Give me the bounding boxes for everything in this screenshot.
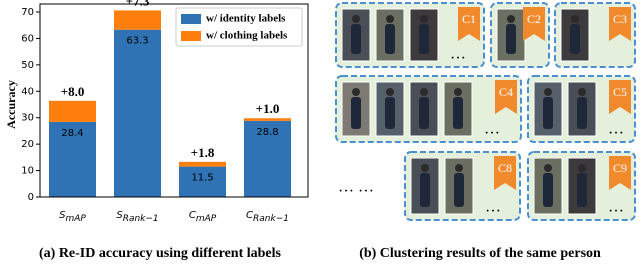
y-tick-label: 0 [28,192,34,203]
person-head [386,88,394,96]
more-ellipsis: … [450,46,466,63]
cluster-label: C8 [498,161,512,175]
person-head [571,15,579,23]
person-body [543,97,553,129]
person-head [352,15,360,23]
more-ellipsis: … [608,121,624,138]
y-tick-label: 20 [21,139,34,150]
person-head [578,88,586,96]
person-body [543,173,553,207]
person-head [420,88,428,96]
person-head [578,164,586,172]
caption-a: (a) Re-ID accuracy using different label… [39,246,282,261]
legend-swatch [181,31,201,41]
person-head [421,164,429,172]
person-body [419,97,429,129]
person-body [453,97,463,129]
x-tick-label: SmAP [59,210,86,224]
y-axis-label: Accuracy [4,80,18,129]
bar-segment [114,29,161,198]
x-tick-label: CRank−1 [246,210,289,224]
value-label: +8.0 [61,84,85,99]
cluster-label: C3 [613,12,627,26]
legend-label: w/ clothing labels [206,30,288,42]
bar-segment [179,161,226,167]
person-body [577,173,587,207]
person-body [454,173,464,207]
bar-segment [114,10,161,30]
cluster: … C5 [527,75,636,143]
person-head [507,15,515,23]
person-head [352,88,360,96]
cluster: … C9 [527,151,636,221]
cluster-flag [523,7,545,41]
cluster: … C4 [335,75,522,143]
person-body [385,97,395,129]
cluster: C3 [554,2,636,68]
bar-segment [244,120,291,197]
person-head [455,164,463,172]
person-body [570,24,580,54]
value-label: 28.4 [61,128,83,139]
cluster: … C8 [404,151,521,221]
y-tick-label: 10 [21,166,34,177]
value-label: +1.8 [191,145,215,160]
cluster: … C1 [335,2,485,68]
person-body [351,24,361,54]
bar-segment [244,118,291,121]
bar-segment [49,100,96,122]
person-head [420,15,428,23]
legend-label: w/ identity labels [206,13,286,25]
cluster-flag [494,156,516,190]
legend-swatch [181,14,201,24]
legend-box [175,7,303,47]
value-label: 28.8 [256,127,278,138]
person-body [419,24,429,54]
cluster-label: C2 [527,12,541,26]
cluster-label: C9 [613,161,627,175]
cluster-label: C1 [462,12,476,26]
cluster-label: C5 [613,85,627,99]
person-body [385,24,395,54]
x-tick-label: SRank−1 [116,210,158,224]
more-ellipsis: … [608,199,624,216]
y-tick-label: 70 [21,7,34,18]
person-body [420,173,430,207]
value-label: +1.0 [256,101,280,116]
y-tick-label: 60 [21,33,34,44]
bar-segment [49,121,96,197]
person-head [544,88,552,96]
row-ellipsis: … … [338,179,374,196]
y-tick-label: 40 [21,86,34,97]
value-label: 63.3 [126,36,148,47]
cluster-flag [609,80,631,114]
person-body [351,97,361,129]
cluster: C2 [490,2,550,68]
person-head [386,15,394,23]
more-ellipsis: … [485,199,501,216]
cluster-flag [495,80,517,114]
cluster-flag [609,156,631,190]
person-body [577,97,587,129]
more-ellipsis: … [484,121,500,138]
cluster-flag [609,7,631,41]
person-head [454,88,462,96]
caption-b: (b) Clustering results of the same perso… [359,246,601,261]
value-label: 11.5 [191,173,213,184]
cluster-label: C4 [499,85,513,99]
person-head [544,164,552,172]
bar-segment [179,166,226,197]
y-tick-label: 30 [21,113,34,124]
plot-frame [39,3,309,198]
y-tick-label: 50 [21,60,34,71]
x-tick-label: CmAP [189,210,217,224]
person-body [506,24,516,54]
cluster-flag [458,7,480,41]
